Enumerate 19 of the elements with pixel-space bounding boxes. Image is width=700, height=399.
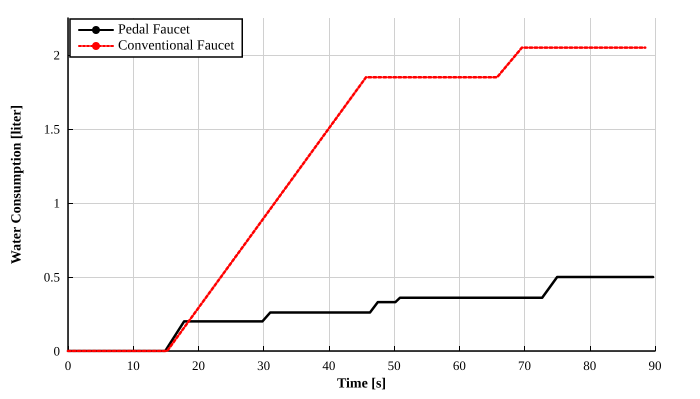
x-tick-label: 80 <box>583 358 596 373</box>
x-tick-label: 10 <box>126 358 140 373</box>
x-tick-label: 90 <box>648 358 662 373</box>
x-tick-label: 70 <box>518 358 532 373</box>
x-tick-label: 20 <box>192 358 205 373</box>
y-tick-label: 0.5 <box>44 270 60 284</box>
x-axis-title: Time [s] <box>336 376 386 392</box>
y-axis-title: Water Consumption [liter] <box>10 104 24 264</box>
x-tick-label: 0 <box>64 358 72 373</box>
x-tick-label: 50 <box>388 358 401 373</box>
x-tick-label: 60 <box>452 358 466 373</box>
legend-label: Pedal Faucet <box>118 22 190 38</box>
y-tick-label: 1 <box>54 196 60 210</box>
y-tick-label: 0 <box>54 344 60 358</box>
y-tick-label: 2 <box>54 48 60 62</box>
x-tick-label: 30 <box>257 358 270 373</box>
y-tick-label: 1.5 <box>44 122 60 136</box>
legend-label: Conventional Faucet <box>118 38 234 54</box>
x-tick-label: 40 <box>322 358 336 373</box>
